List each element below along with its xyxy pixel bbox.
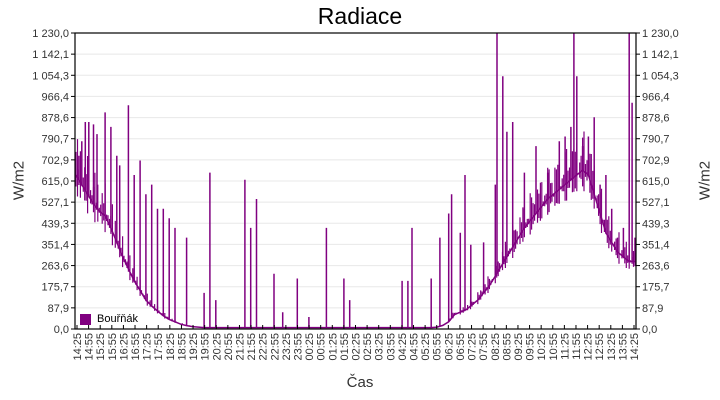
x-tick-label: 16:25 [118,333,130,361]
y-tick-label-right: 0,0 [642,324,657,336]
x-tick-label: 01:25 [327,333,339,361]
x-tick-label: 23:55 [292,333,304,361]
y-tick-label-left: 263,6 [41,261,69,273]
x-tick-label: 08:25 [490,333,502,361]
x-tick-label: 00:55 [316,333,328,361]
x-tick-label: 13:55 [617,333,629,361]
x-tick-label: 23:25 [281,333,293,361]
y-tick-label-left: 790,7 [41,134,69,146]
x-tick-label: 02:55 [362,333,374,361]
x-tick-label: 10:25 [536,333,548,361]
x-tick-label: 17:55 [153,333,165,361]
x-tick-label: 21:25 [234,333,246,361]
y-tick-label-left: 527,1 [41,197,69,209]
x-tick-label: 11:55 [571,333,583,360]
y-tick-label-right: 615,0 [642,176,670,188]
y-tick-label-left: 702,9 [41,155,69,167]
x-tick-label: 01:55 [339,333,351,361]
x-tick-label: 02:25 [351,333,363,361]
y-tick-label-right: 439,3 [642,218,670,230]
x-tick-label: 21:55 [246,333,258,361]
y-tick-label-left: 878,6 [41,113,69,125]
legend: Bouřňák [80,313,138,325]
y-tick-label-right: 1 142,1 [642,49,679,61]
x-tick-label: 18:55 [176,333,188,361]
y-tick-label-left: 0,0 [54,324,69,336]
y-tick-label-right: 1 230,0 [642,28,679,40]
x-tick-label: 07:25 [467,333,479,361]
y-tick-label-left: 1 054,3 [32,70,69,82]
x-tick-label: 14:55 [84,333,96,361]
legend-swatch [80,313,91,325]
y-tick-label-right: 878,6 [642,113,670,125]
x-tick-label: 10:55 [548,333,560,361]
y-tick-label-left: 1 230,0 [32,28,69,40]
y-tick-label-right: 966,4 [642,91,670,103]
x-tick-label: 19:55 [200,333,212,361]
y-tick-label-right: 175,7 [642,282,670,294]
x-tick-label: 22:25 [258,333,270,361]
x-tick-label: 03:55 [385,333,397,361]
x-tick-label: 18:25 [165,333,177,361]
x-tick-label: 13:25 [606,333,618,361]
x-tick-label: 17:25 [142,333,154,361]
y-tick-label-right: 790,7 [642,134,670,146]
y-tick-label-right: 1 054,3 [642,70,679,82]
x-tick-label: 19:25 [188,333,200,361]
x-tick-label: 06:55 [455,333,467,361]
y-tick-label-right: 527,1 [642,197,670,209]
x-tick-label: 12:25 [583,333,595,361]
x-tick-label: 20:25 [211,333,223,361]
series-spikes [78,33,636,328]
x-tick-label: 05:25 [420,333,432,361]
y-tick-label-left: 615,0 [41,176,69,188]
x-tick-label: 11:25 [559,333,571,360]
x-tick-label: 08:55 [501,333,513,361]
x-tick-label: 09:55 [525,333,537,361]
x-tick-label: 04:55 [409,333,421,361]
x-axis-label: Čas [346,374,374,391]
y-tick-label-left: 1 142,1 [32,49,69,61]
x-tick-label: 14:25 [72,333,84,361]
x-tick-label: 16:55 [130,333,142,361]
x-tick-label: 20:55 [223,333,235,361]
y-tick-label-right: 351,4 [642,239,670,251]
x-tick-label: 00:25 [304,333,316,361]
y-tick-label-right: 263,6 [642,261,670,273]
chart-title: Radiace [317,3,403,29]
x-tick-label: 06:25 [443,333,455,361]
y-tick-label-left: 966,4 [41,91,69,103]
x-tick-label: 03:25 [374,333,386,361]
y-tick-label-left: 87,9 [48,303,69,315]
x-tick-label: 12:55 [594,333,606,361]
x-tick-label: 04:25 [397,333,409,361]
x-tick-label: 14:25 [629,333,641,361]
y-tick-label-right: 702,9 [642,155,670,167]
x-tick-label: 15:55 [107,333,119,361]
y-tick-label-left: 351,4 [41,239,69,251]
legend-label: Bouřňák [97,313,138,325]
y-tick-label-left: 439,3 [41,218,69,230]
x-tick-label: 05:55 [432,333,444,361]
y-tick-label-left: 175,7 [41,282,69,294]
x-tick-label: 07:55 [478,333,490,361]
x-tick-label: 09:25 [513,333,525,361]
x-tick-label: 15:25 [95,333,107,361]
y-tick-label-right: 87,9 [642,303,663,315]
x-tick-label: 22:55 [269,333,281,361]
